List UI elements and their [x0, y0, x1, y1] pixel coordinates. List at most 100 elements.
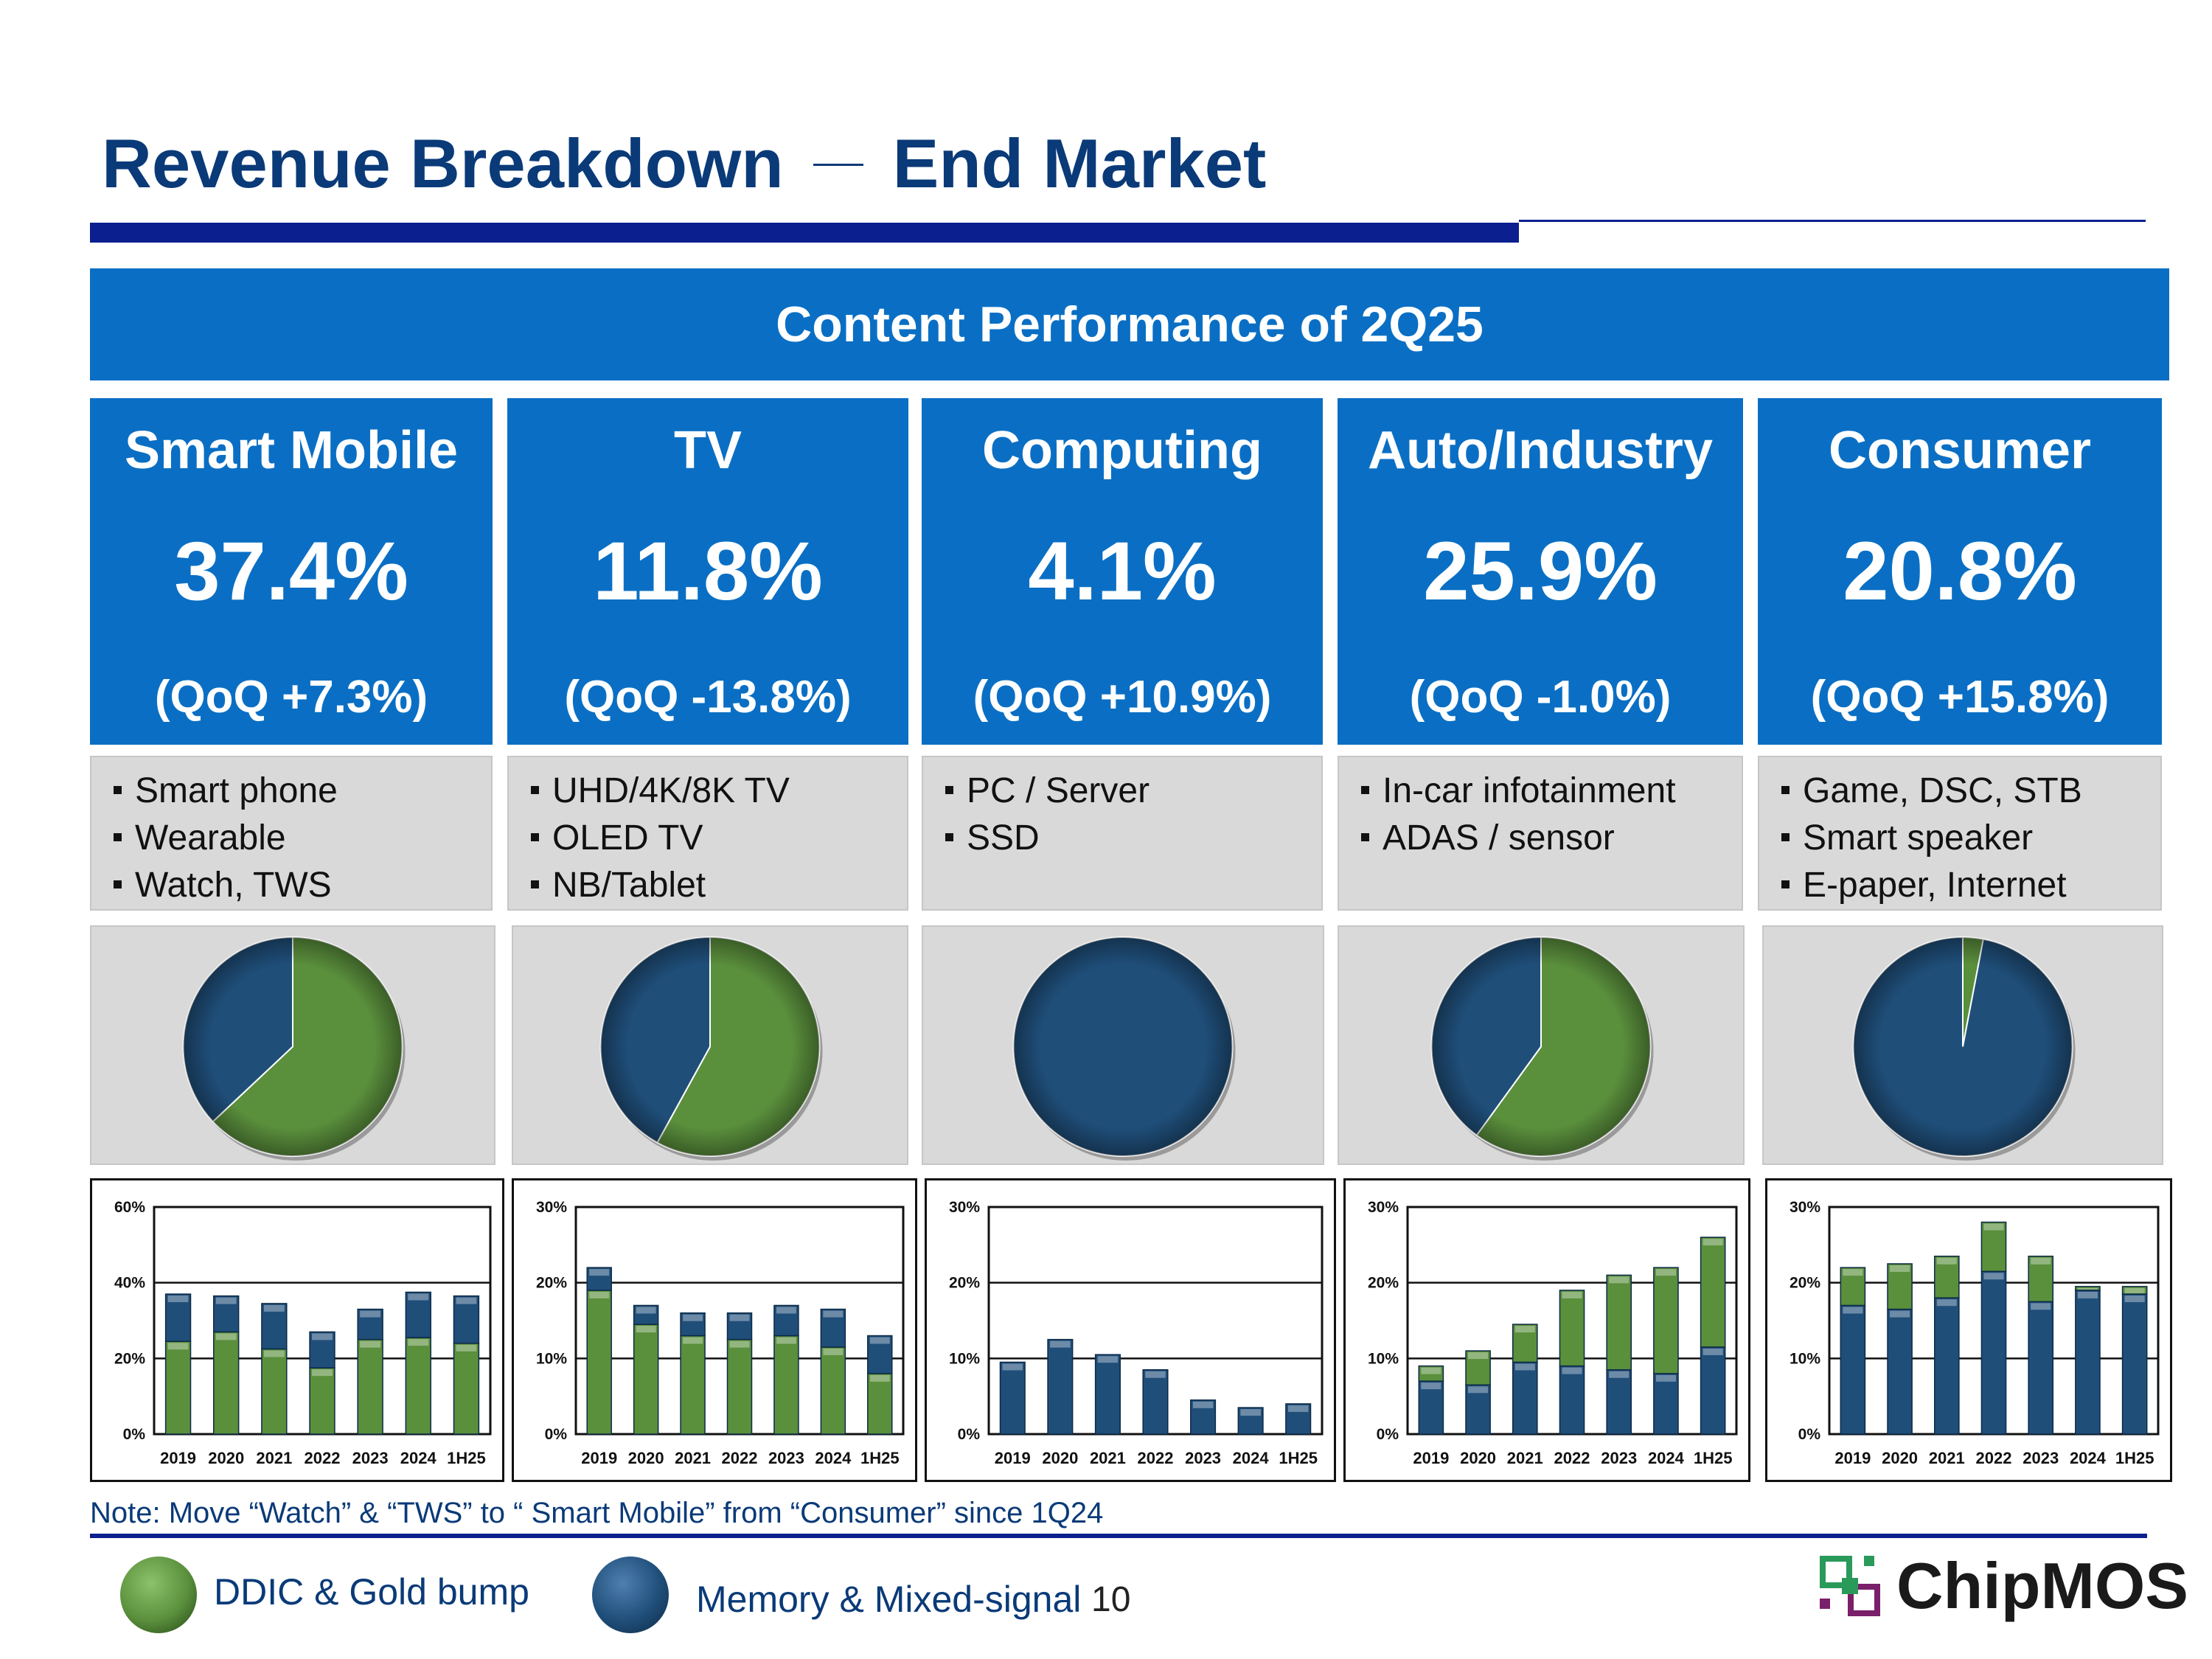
card-computing: Computing 4.1% (QoQ +10.9%) — [922, 398, 1323, 745]
bar-highlight — [776, 1337, 796, 1344]
bar-highlight — [1002, 1363, 1023, 1371]
bar-highlight — [869, 1374, 890, 1382]
card-consumer: Consumer 20.8% (QoQ +15.8%) — [1758, 398, 2162, 745]
card-pct: 11.8% — [593, 525, 823, 617]
bar-highlight — [2124, 1287, 2145, 1294]
list-item: Watch, TWS — [114, 862, 491, 909]
x-tick-label: 2019 — [1834, 1449, 1871, 1467]
card-pct: 25.9% — [1423, 525, 1658, 617]
legend-memory-icon — [592, 1557, 669, 1633]
bullet-icon — [531, 785, 539, 794]
y-tick-label: 20% — [536, 1275, 567, 1292]
bar-highlight — [1655, 1269, 1676, 1276]
card-qoq: (QoQ +15.8%) — [1810, 672, 2110, 723]
bar-highlight — [167, 1343, 189, 1350]
bar-segment-memory — [1700, 1346, 1726, 1435]
pie-panel-computing — [922, 925, 1324, 1165]
bar-highlight — [1468, 1352, 1489, 1360]
bar-highlight — [2031, 1303, 2051, 1310]
bar-segment-ddic — [820, 1346, 846, 1435]
list-item: In-car infotainment — [1361, 768, 1742, 815]
x-tick-label: 1H25 — [1694, 1449, 1733, 1467]
x-tick-label: 2022 — [305, 1449, 341, 1467]
bar-highlight — [1287, 1405, 1309, 1412]
card-smart-mobile: Smart Mobile 37.4% (QoQ +7.3%) — [90, 398, 493, 745]
bar-highlight — [1609, 1371, 1630, 1378]
bar-highlight — [2124, 1295, 2145, 1303]
bar-highlight — [1145, 1371, 1166, 1378]
bar-highlight — [1703, 1239, 1723, 1246]
bar-segment-memory — [586, 1267, 612, 1291]
logo-text: ChipMOS — [1896, 1549, 2188, 1622]
bar-segment-memory — [309, 1331, 335, 1368]
bar-highlight — [1936, 1257, 1957, 1265]
x-tick-label: 2021 — [1929, 1449, 1965, 1467]
bar-highlight — [683, 1314, 703, 1321]
bar-segment-memory — [1142, 1368, 1169, 1435]
bar-highlight — [1514, 1363, 1535, 1371]
y-tick-label: 20% — [949, 1275, 980, 1292]
y-tick-label: 0% — [123, 1426, 146, 1443]
bar-panel-consumer: 0% 10% 20% 30% 2019 2020 2021 2022 2023 2024 1H25 — [1765, 1178, 2172, 1482]
x-tick-label: 2022 — [1976, 1449, 2012, 1467]
bar-segment-ddic — [1887, 1263, 1913, 1310]
bar-highlight — [1703, 1348, 1723, 1355]
bar-highlight — [1890, 1265, 1910, 1272]
bar-highlight — [215, 1297, 237, 1304]
bar-segment-memory — [773, 1304, 799, 1337]
bar-highlight — [1421, 1367, 1441, 1374]
x-tick-label: 2022 — [722, 1449, 758, 1467]
y-tick-label: 0% — [1798, 1426, 1821, 1443]
bar-segment-ddic — [2028, 1255, 2054, 1303]
bar-highlight — [776, 1307, 796, 1314]
bar-segment-ddic — [164, 1340, 192, 1435]
x-tick-label: 2020 — [628, 1449, 664, 1467]
bar-segment-memory — [2028, 1301, 2054, 1435]
pie-chart-computing — [1012, 936, 1236, 1161]
bar-segment-memory — [726, 1312, 753, 1340]
bar-highlight — [2077, 1287, 2098, 1290]
bar-segment-memory — [1094, 1354, 1121, 1435]
bar-segment-memory — [820, 1308, 846, 1348]
bar-chart-auto-industry: 0% 10% 20% 30% 2019 2020 2021 2022 2023 2024 1H25 — [1368, 1199, 1738, 1467]
bar-highlight — [1050, 1340, 1071, 1348]
bar-highlight — [1983, 1273, 2004, 1280]
bar-highlight — [1097, 1356, 1119, 1363]
card-qoq: (QoQ -13.8%) — [564, 672, 852, 723]
bullets-auto-industry: In-car infotainment ADAS / sensor — [1338, 756, 1743, 911]
list-item: Wearable — [114, 815, 491, 862]
y-tick-label: 0% — [958, 1426, 981, 1443]
bar-segment-memory — [1237, 1407, 1264, 1435]
bar-segment-memory — [680, 1312, 706, 1337]
bar-segment-memory — [1559, 1365, 1585, 1435]
title-rule-thick — [90, 223, 1519, 243]
bar-highlight — [2031, 1257, 2051, 1265]
bar-segment-ddic — [261, 1348, 288, 1435]
x-tick-label: 2019 — [160, 1449, 196, 1467]
bullet-icon — [1781, 832, 1790, 841]
bullet-icon — [1361, 785, 1369, 794]
y-tick-label: 10% — [536, 1350, 567, 1367]
bar-highlight — [360, 1310, 381, 1318]
bar-segment-memory — [1512, 1361, 1538, 1435]
bar-segment-ddic — [680, 1335, 706, 1435]
x-tick-label: 2024 — [400, 1449, 437, 1467]
bullet-icon — [945, 785, 953, 794]
bar-highlight — [1514, 1326, 1535, 1333]
pie-bevel — [183, 937, 403, 1156]
list-item: PC / Server — [945, 768, 1321, 815]
bar-highlight — [360, 1340, 381, 1348]
card-name: Smart Mobile — [124, 421, 459, 480]
x-tick-label: 2020 — [208, 1449, 244, 1467]
x-tick-label: 2023 — [1185, 1449, 1221, 1467]
bar-highlight — [1936, 1299, 1957, 1307]
x-tick-label: 2024 — [1233, 1449, 1270, 1467]
bullet-icon — [114, 832, 122, 841]
pie-panel-auto-industry — [1338, 925, 1745, 1165]
bar-highlight — [1562, 1291, 1582, 1298]
bar-segment-memory — [164, 1293, 192, 1342]
bar-segment-ddic — [1840, 1267, 1866, 1307]
bar-highlight — [167, 1295, 189, 1303]
bar-highlight — [1890, 1310, 1910, 1318]
bar-segment-ddic — [726, 1338, 753, 1435]
